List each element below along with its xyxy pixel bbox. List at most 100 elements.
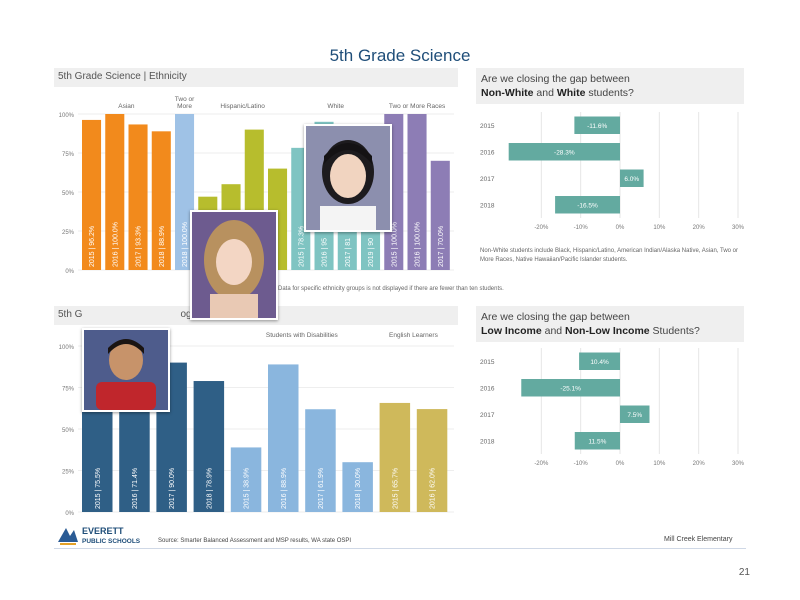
bar-value-label: 2017 | 93.3% — [136, 226, 143, 267]
gap1-mid: and — [533, 87, 557, 99]
y-tick-label: 0% — [65, 511, 74, 517]
gap1-footnote: Non-White students include Black, Hispan… — [480, 248, 739, 263]
x-tick-label: 20% — [693, 461, 706, 467]
x-tick-label: 20% — [693, 225, 706, 231]
x-tick-label: -10% — [574, 461, 589, 467]
bar-value-label: 2016 | 88.9% — [281, 468, 288, 509]
y-tick-label: 50% — [62, 191, 75, 197]
gap-bar-label: -11.6% — [587, 123, 607, 130]
gap2-chart: -20% -10% 0% 10% 20% 30% 10.4% 2015 -25.1% 2016 7.… — [480, 348, 744, 467]
chart-bar — [230, 447, 262, 512]
category-label: 2015 — [480, 123, 495, 130]
student-photo-girl-blonde — [190, 210, 278, 320]
group-label: Two or More Races — [389, 103, 446, 110]
chart-bar — [82, 119, 102, 270]
group-label: Students with Disabilities — [266, 332, 339, 339]
y-tick-label: 25% — [62, 230, 75, 236]
x-tick-label: -10% — [574, 225, 589, 231]
chart-bar — [416, 409, 448, 512]
bar-value-label: 2018 | 78.9% — [206, 468, 213, 509]
chart-bar — [342, 462, 373, 512]
bar-value-label: 2018 | 88.9% — [159, 226, 166, 267]
group-label: Asian — [118, 103, 135, 110]
bar-value-label: 2015 | 100.0% — [391, 222, 398, 267]
gap2-bold1: Low Income — [481, 325, 542, 337]
gap-bar-label: -16.5% — [577, 202, 598, 209]
x-tick-label: 30% — [732, 461, 744, 467]
gap1-header: Are we closing the gap between Non-White… — [476, 68, 744, 104]
student-photo-boy — [82, 328, 170, 412]
bar-value-label: 2017 | 90.0% — [169, 468, 176, 509]
x-tick-label: 30% — [732, 225, 744, 231]
category-label: 2016 — [480, 149, 495, 156]
gap2-mid: and — [541, 325, 566, 337]
chart-bar — [407, 114, 427, 270]
y-tick-label: 100% — [59, 345, 75, 351]
y-tick-label: 0% — [65, 269, 74, 275]
group-label: English Learners — [389, 332, 439, 339]
page-number: 21 — [738, 567, 750, 578]
gap-bar-label: -25.1% — [560, 385, 581, 392]
gap-bar — [579, 352, 620, 370]
x-tick-label: 10% — [653, 461, 666, 467]
category-label: 2017 — [480, 412, 495, 419]
y-tick-label: 75% — [62, 152, 75, 158]
x-tick-label: 10% — [653, 225, 666, 231]
group-label: White — [327, 103, 344, 110]
bar-value-label: 2017 | 70.0% — [438, 226, 445, 267]
bar-value-label: 2016 | 95 — [322, 238, 329, 267]
bar-value-label: 2016 | 71.4% — [132, 468, 139, 509]
footer-source: Source: Smarter Balanced Assessment and … — [158, 538, 352, 544]
district-logo: EVERETT PUBLIC SCHOOLS — [56, 524, 146, 551]
gap1-tail: students? — [585, 87, 634, 99]
programs-header-left: 5th G — [58, 309, 83, 320]
programs-header-right: ogr — [180, 309, 195, 320]
bar-value-label: 2017 | 61.9% — [318, 468, 325, 509]
gap1-bold1: Non-White — [481, 87, 534, 99]
category-label: 2016 — [480, 385, 495, 392]
chart-bar — [268, 364, 299, 512]
bar-value-label: 2015 | 78.3% — [298, 226, 305, 267]
chart-bar — [430, 160, 450, 270]
gap1-line1: Are we closing the gap between — [481, 73, 630, 85]
y-tick-label: 100% — [59, 113, 75, 119]
category-label: 2018 — [480, 438, 495, 445]
x-tick-label: 0% — [616, 225, 625, 231]
chart-bar — [119, 393, 150, 512]
group-label: Hispanic/Latino — [220, 103, 265, 110]
chart-bar — [305, 409, 336, 512]
bar-value-label: 2019 | 90 — [368, 238, 375, 267]
bar-value-label: 2016 | 100.0% — [415, 222, 422, 267]
gap-bar — [574, 116, 620, 134]
gap-bar — [574, 432, 620, 450]
bar-value-label: 2015 | 96.2% — [89, 226, 96, 267]
category-label: 2018 — [480, 202, 495, 209]
bar-value-label: 2018 | 100.0% — [182, 222, 189, 267]
footer-school: Mill Creek Elementary — [664, 536, 733, 543]
chart-bar — [379, 402, 411, 512]
gap2-tail: Students? — [649, 325, 700, 337]
footer-divider — [54, 548, 746, 549]
bar-value-label: 2018 | 30.0% — [355, 468, 362, 509]
x-tick-label: -20% — [534, 225, 549, 231]
gap-bar-label: 10.4% — [590, 359, 609, 366]
y-tick-label: 50% — [62, 428, 75, 434]
y-tick-label: 75% — [62, 387, 75, 393]
gap-bar — [620, 405, 650, 423]
gap2-line1: Are we closing the gap between — [481, 311, 630, 323]
page-title: 5th Grade Science — [329, 46, 471, 65]
gap-bar — [508, 143, 620, 161]
chart-bar — [151, 131, 171, 270]
bar-value-label: 2015 | 75.5% — [95, 468, 102, 509]
gap-bar — [555, 196, 620, 214]
x-tick-label: -20% — [534, 461, 549, 467]
bar-value-label: 2016 | 62.0% — [430, 468, 437, 509]
group-label: Two or — [175, 96, 195, 103]
chart-bar — [175, 114, 195, 270]
gap-bar-label: 6.0% — [624, 176, 639, 183]
gap-bar-label: 11.5% — [588, 438, 606, 445]
gap2-bold2: Non-Low Income — [565, 325, 650, 337]
student-photo-girl-dark-hair — [304, 124, 392, 232]
gap1-chart: -20% -10% 0% 10% 20% 30% -11.6% 2015 -28.3% 2016 6… — [480, 112, 744, 231]
ethnicity-footnote: Data for specific ethnicity groups is no… — [278, 286, 504, 292]
